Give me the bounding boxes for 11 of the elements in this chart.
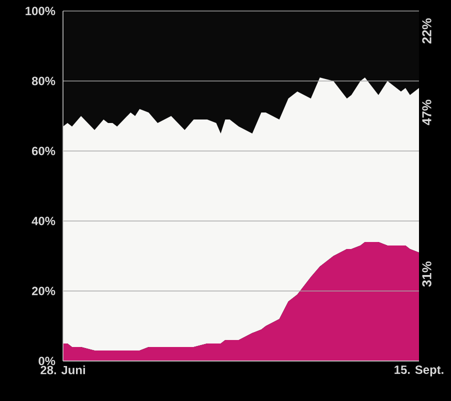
x-tick-label: 15. Sept.: [394, 366, 444, 376]
y-tick-label: 40%: [32, 216, 56, 226]
data-label: 22%: [422, 18, 432, 44]
data-label: 47%: [422, 100, 432, 126]
x-tick-label: 28. Juni: [40, 366, 85, 374]
y-tick-label: 100%: [26, 6, 56, 16]
y-tick-label: 80%: [32, 76, 56, 86]
y-tick-label: 0%: [38, 356, 56, 366]
data-label: 31%: [422, 261, 432, 287]
y-tick-label: 60%: [32, 146, 56, 156]
y-tick-label: 20%: [32, 286, 56, 296]
